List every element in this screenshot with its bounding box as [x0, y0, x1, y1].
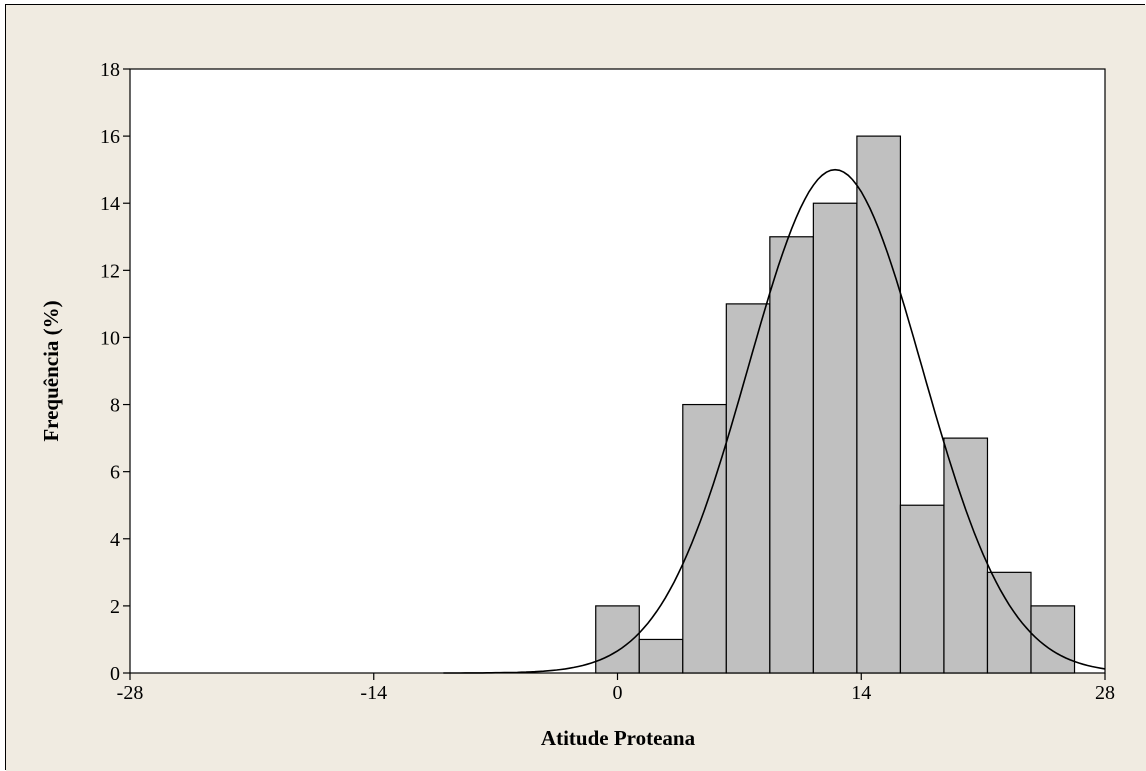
histogram-chart: -28 -14 0 14 28 0 2 4 6 8 10 12 14 16 18 Atitude Prot… — [6, 5, 1146, 771]
histogram-bar-2 — [638, 638, 684, 674]
y-tick-label-7: 12 — [100, 260, 120, 282]
y-tick-label-1: 0 — [110, 663, 120, 685]
y-tick-label-8: 14 — [100, 193, 120, 215]
y-tick-label-4: 6 — [110, 462, 120, 484]
y-axis-title: Frequência (%) — [39, 300, 63, 441]
x-axis-title: Atitude Proteana — [541, 726, 696, 750]
y-tick-label-9: 16 — [100, 126, 120, 148]
x-axis: -28 -14 0 14 28 — [117, 673, 1115, 704]
histogram-bar-10 — [986, 571, 1032, 674]
y-tick-label-5: 8 — [110, 395, 120, 417]
chart-frame: -28 -14 0 14 28 0 2 4 6 8 10 12 14 16 18 Atitude Prot… — [5, 4, 1146, 771]
x-tick-label-5: 28 — [1095, 682, 1115, 704]
histogram-bar-9 — [943, 437, 989, 674]
y-tick-label-6: 10 — [100, 327, 120, 349]
y-tick-label-3: 4 — [110, 529, 120, 551]
histogram-bars — [595, 135, 1076, 674]
histogram-bar-7 — [856, 135, 902, 674]
x-tick-label-1: -28 — [117, 682, 144, 704]
y-tick-label-10: 18 — [100, 59, 120, 81]
histogram-bar-4 — [725, 303, 771, 674]
histogram-bar-8 — [899, 504, 945, 674]
histogram-bar-3 — [682, 403, 727, 674]
x-tick-label-4: 14 — [851, 682, 871, 704]
y-axis: 0 2 4 6 8 10 12 14 16 18 — [100, 59, 130, 685]
x-tick-label-2: -14 — [360, 682, 387, 704]
histogram-bar-5 — [769, 236, 814, 674]
normal-fit-curve — [443, 168, 1106, 674]
y-tick-label-2: 2 — [110, 596, 120, 618]
x-tick-label-3: 0 — [613, 682, 623, 704]
histogram-bar-6 — [812, 202, 858, 674]
